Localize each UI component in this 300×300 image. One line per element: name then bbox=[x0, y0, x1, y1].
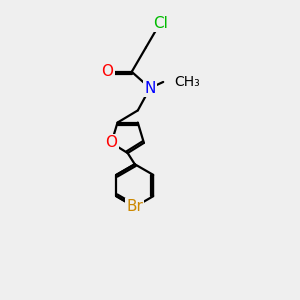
Text: Cl: Cl bbox=[153, 16, 168, 31]
Text: CH₃: CH₃ bbox=[174, 75, 200, 89]
Text: Br: Br bbox=[126, 200, 143, 214]
Text: O: O bbox=[105, 135, 117, 150]
Text: O: O bbox=[101, 64, 113, 79]
Text: N: N bbox=[144, 81, 156, 96]
